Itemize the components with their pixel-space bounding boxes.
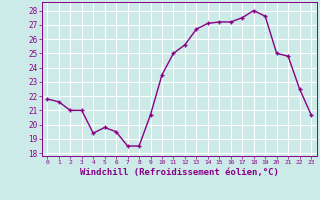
X-axis label: Windchill (Refroidissement éolien,°C): Windchill (Refroidissement éolien,°C)	[80, 168, 279, 177]
